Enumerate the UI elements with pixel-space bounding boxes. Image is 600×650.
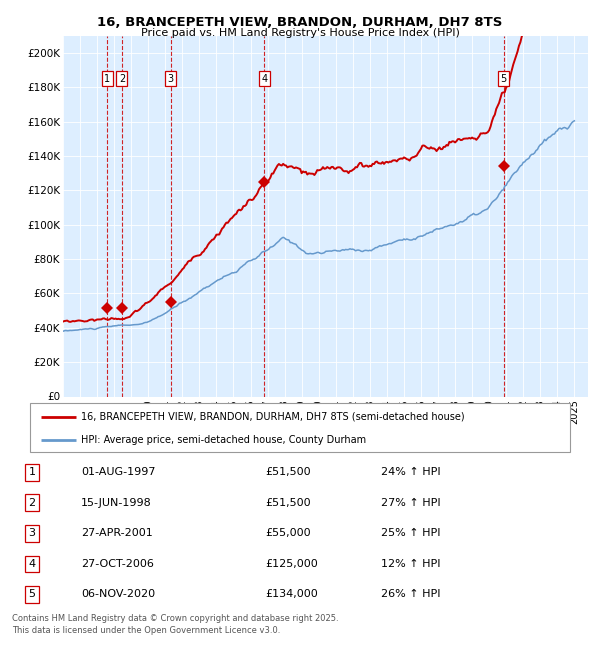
Text: 1: 1 xyxy=(104,73,110,84)
Text: 4: 4 xyxy=(262,73,268,84)
Text: 01-AUG-1997: 01-AUG-1997 xyxy=(81,467,155,477)
Text: 12% ↑ HPI: 12% ↑ HPI xyxy=(380,559,440,569)
Text: 3: 3 xyxy=(29,528,35,538)
Text: £134,000: £134,000 xyxy=(265,590,318,599)
Text: 3: 3 xyxy=(167,73,174,84)
Text: 27% ↑ HPI: 27% ↑ HPI xyxy=(380,498,440,508)
Text: £51,500: £51,500 xyxy=(265,467,311,477)
Text: Price paid vs. HM Land Registry's House Price Index (HPI): Price paid vs. HM Land Registry's House … xyxy=(140,28,460,38)
Text: 27-OCT-2006: 27-OCT-2006 xyxy=(81,559,154,569)
FancyBboxPatch shape xyxy=(30,403,570,452)
Text: 24% ↑ HPI: 24% ↑ HPI xyxy=(380,467,440,477)
Text: 2: 2 xyxy=(29,498,36,508)
Text: 26% ↑ HPI: 26% ↑ HPI xyxy=(380,590,440,599)
Text: £55,000: £55,000 xyxy=(265,528,311,538)
Text: 06-NOV-2020: 06-NOV-2020 xyxy=(81,590,155,599)
Text: 27-APR-2001: 27-APR-2001 xyxy=(81,528,153,538)
Text: 15-JUN-1998: 15-JUN-1998 xyxy=(81,498,152,508)
Text: Contains HM Land Registry data © Crown copyright and database right 2025.
This d: Contains HM Land Registry data © Crown c… xyxy=(12,614,338,635)
Text: 16, BRANCEPETH VIEW, BRANDON, DURHAM, DH7 8TS: 16, BRANCEPETH VIEW, BRANDON, DURHAM, DH… xyxy=(97,16,503,29)
Text: 4: 4 xyxy=(29,559,36,569)
Text: HPI: Average price, semi-detached house, County Durham: HPI: Average price, semi-detached house,… xyxy=(82,435,367,445)
Text: 2: 2 xyxy=(119,73,125,84)
Text: 16, BRANCEPETH VIEW, BRANDON, DURHAM, DH7 8TS (semi-detached house): 16, BRANCEPETH VIEW, BRANDON, DURHAM, DH… xyxy=(82,411,465,422)
Text: 5: 5 xyxy=(500,73,506,84)
Text: 25% ↑ HPI: 25% ↑ HPI xyxy=(380,528,440,538)
Text: £125,000: £125,000 xyxy=(265,559,318,569)
Text: 1: 1 xyxy=(29,467,35,477)
Text: 5: 5 xyxy=(29,590,35,599)
Text: £51,500: £51,500 xyxy=(265,498,311,508)
